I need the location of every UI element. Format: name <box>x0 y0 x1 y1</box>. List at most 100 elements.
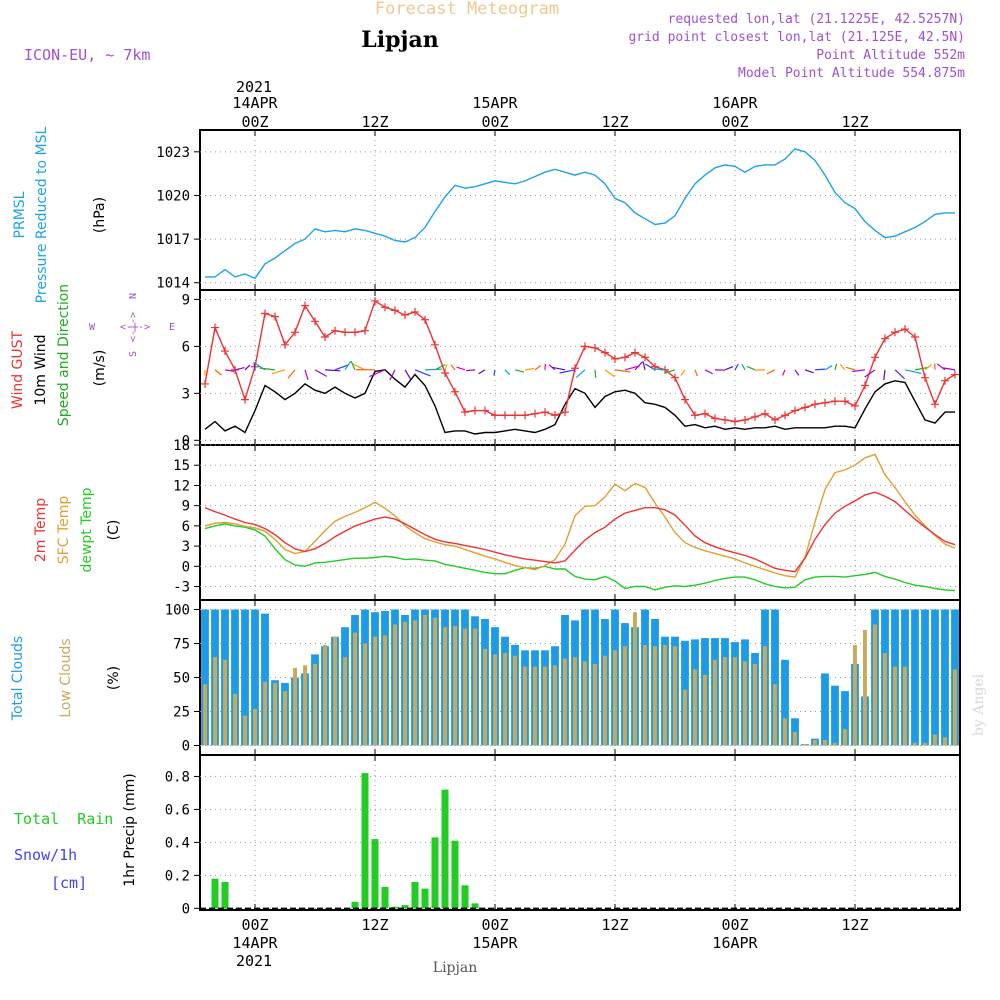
gust-marker <box>461 408 469 417</box>
low-cloud-bar <box>393 624 397 746</box>
gust-marker <box>211 323 219 332</box>
low-cloud-bar <box>893 666 897 746</box>
low-cloud-bar <box>853 644 857 746</box>
temperature-ytick-label: 3 <box>182 539 190 555</box>
wind-direction-arrow <box>304 369 309 381</box>
rain-bar <box>471 903 479 909</box>
wind-direction-arrow <box>680 369 686 376</box>
low-cloud-bar <box>903 666 907 746</box>
wind-direction-arrow <box>450 364 456 371</box>
gust-marker <box>301 301 309 310</box>
gust-marker <box>631 348 639 357</box>
low-cloud-bar <box>653 646 657 746</box>
low-cloud-bar <box>613 650 617 746</box>
wind-ytick-label: 0 <box>182 433 190 449</box>
low-cloud-bar <box>733 657 737 746</box>
bottom-year-label: 2021 <box>236 952 272 970</box>
total-cloud-bar <box>831 685 839 746</box>
top-date-label: 16APR <box>712 94 758 112</box>
wind-direction-arrow <box>924 363 932 371</box>
wind-direction-arrow <box>524 367 535 371</box>
low-cloud-bar <box>563 658 567 746</box>
grid-point-coords: grid point closest lon,lat (21.125E, 42.… <box>628 30 965 45</box>
total-cloud-bar <box>261 613 269 746</box>
pressure-unit-label: (hPa) <box>92 197 108 233</box>
low-cloud-bar <box>213 657 217 746</box>
low-cloud-bar <box>693 669 697 746</box>
wind-gust-line <box>204 299 956 423</box>
top-hour-label: 12Z <box>361 113 388 131</box>
gust-marker <box>321 332 329 341</box>
pressure-frame <box>199 129 961 291</box>
wind-direction-arrow <box>350 361 356 371</box>
gust-marker <box>551 411 559 420</box>
low-cloud-bar <box>803 744 807 746</box>
low-cloud-bar <box>253 708 257 746</box>
wind-direction-arrow <box>704 369 713 375</box>
temperature-ytick-label: 18 <box>173 438 190 454</box>
gust-marker <box>711 414 719 423</box>
low-cloud-bar <box>503 653 507 746</box>
wind-direction-arrow <box>614 369 631 373</box>
wind-ytick-label: 3 <box>182 386 190 402</box>
gust-marker <box>921 373 929 382</box>
wind-direction-arrow <box>514 369 525 373</box>
precip-ytick-label: 0.8 <box>165 769 190 785</box>
gust-marker <box>871 353 879 362</box>
gust-marker <box>351 328 359 337</box>
low-cloud-bar <box>723 657 727 746</box>
gust-marker <box>471 406 479 415</box>
wind-direction-arrow <box>478 369 486 375</box>
compass-east: E <box>169 322 175 333</box>
gust-marker <box>681 395 689 404</box>
gust-marker <box>761 409 769 418</box>
low-cloud-bar <box>863 629 867 746</box>
precip-ytick-label: 0 <box>182 901 190 917</box>
wind-direction-arrow <box>864 369 876 378</box>
gust-marker <box>431 340 439 349</box>
precip-ytick-label: 0.2 <box>165 868 190 884</box>
clouds-panel: 0 25 50 75 100 <box>165 599 961 756</box>
pressure-ytick-label: 1017 <box>156 232 190 248</box>
gust-marker <box>541 408 549 417</box>
total-cloud-bar <box>201 609 209 746</box>
gust-marker <box>821 398 829 407</box>
compass-rose: W <-|-> E N <-|-> S <box>89 293 175 357</box>
total-cloud-bar <box>231 609 239 746</box>
low-cloud-bar <box>623 646 627 746</box>
low-cloud-bar <box>463 628 467 746</box>
gust-marker <box>751 412 759 421</box>
precip-unit-label: 1hr Precip (mm) <box>122 773 138 886</box>
low-cloud-bar <box>923 742 927 746</box>
gust-marker <box>881 334 889 343</box>
wind-direction-arrow <box>244 364 251 371</box>
wind-direction-arrow <box>746 365 756 371</box>
gust-marker <box>851 401 859 410</box>
wind-speed-dir-label: Speed and Direction <box>56 284 72 426</box>
low-cloud-bar <box>633 612 637 746</box>
low-cloud-bar <box>423 615 427 746</box>
wind-direction-arrow <box>324 369 341 372</box>
wind-direction-arrow <box>253 362 256 370</box>
wind-direction-arrow <box>824 365 833 371</box>
low-cloud-bar <box>913 742 917 746</box>
wind-direction-arrow <box>914 366 929 371</box>
t2m-line <box>204 491 956 573</box>
clouds-ytick-label: 100 <box>165 603 190 619</box>
total-cloud-bar <box>921 609 929 746</box>
low-cloud-bar <box>413 620 417 746</box>
wind-direction-arrow <box>466 369 476 372</box>
rain-bar <box>461 885 469 909</box>
rain-bar <box>441 789 449 909</box>
gust-marker <box>721 415 729 424</box>
gust-marker <box>891 328 899 337</box>
gust-marker <box>501 411 509 420</box>
gust-marker <box>641 353 649 362</box>
wind-direction-arrow <box>224 369 235 372</box>
temperature-ytick-label: 12 <box>173 478 190 494</box>
wind-direction-arrow <box>344 360 352 371</box>
temperature-ytick-label: 6 <box>182 519 190 535</box>
gust-marker <box>741 415 749 424</box>
wind-direction-arrow <box>694 369 698 377</box>
low-cloud-bar <box>523 666 527 746</box>
